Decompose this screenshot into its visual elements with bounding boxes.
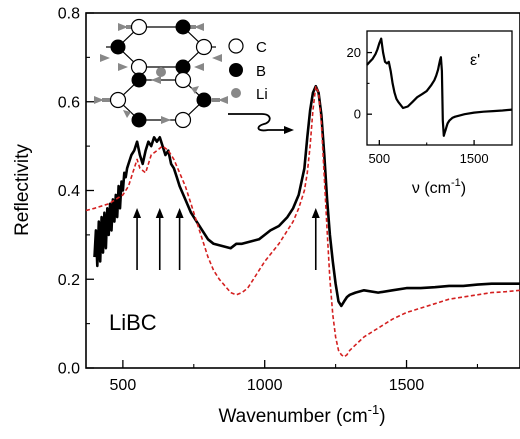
displacement-arrow-shaft (190, 25, 196, 29)
carbon-atom (176, 113, 191, 128)
legend-boron-label: B (256, 63, 266, 80)
boron-atom (197, 93, 212, 108)
y-tick-label: 0.8 (58, 6, 80, 23)
upper-hexagon-layer (100, 20, 222, 75)
phonon-arrow-head (156, 208, 164, 218)
inset-x-axis-label: ν (cm-1) (412, 177, 466, 197)
legend-carbon-symbol (229, 39, 243, 53)
displacement-arrow (212, 54, 222, 62)
sample-label: LiBC (109, 310, 157, 335)
phonon-arrows (133, 208, 320, 270)
wavy-pointer-arrow (228, 114, 294, 134)
x-tick-label: 1000 (247, 377, 283, 394)
y-tick-label: 0.4 (58, 183, 80, 200)
displacement-arrow (118, 63, 128, 71)
lower-hexagon-layer (94, 73, 228, 128)
displacement-arrow-shaft (102, 98, 110, 102)
wavy-pointer-path (228, 114, 286, 130)
inset-plot-frame (367, 31, 512, 145)
x-tick-label: 1500 (389, 377, 425, 394)
displacement-arrow (161, 116, 171, 124)
phonon-arrow-head (312, 208, 320, 218)
boron-atom (132, 73, 147, 88)
boron-atom (176, 20, 191, 35)
carbon-atom (176, 73, 191, 88)
y-tick-label: 0.0 (58, 361, 80, 378)
displacement-arrow (194, 63, 204, 71)
legend-lithium-symbol (231, 88, 241, 98)
y-tick-label: 0 (354, 107, 361, 122)
legend-boron-symbol (229, 63, 243, 77)
crystal-structure-schematic (94, 20, 228, 128)
displacement-arrow (191, 86, 199, 94)
carbon-atom (132, 60, 147, 75)
boron-atom (111, 40, 126, 55)
legend-carbon-label: C (256, 39, 267, 56)
displacement-arrow (100, 54, 110, 62)
y-tick-label: 0.6 (58, 94, 80, 111)
x-axis-label: Wavenumber (cm-1) (218, 402, 385, 427)
lithium-atom (156, 67, 166, 77)
carbon-atom (111, 93, 126, 108)
phonon-arrow-head (133, 208, 141, 218)
displacement-arrow-shaft (212, 98, 220, 102)
y-axis-label: Reflectivity (12, 144, 33, 236)
y-tick-label: 0.2 (58, 272, 80, 289)
wavy-pointer-head (284, 126, 294, 134)
lower-hexagon-ring (118, 80, 204, 120)
upper-hexagon-ring (118, 27, 204, 67)
x-tick-label: 500 (368, 151, 390, 166)
y-tick-label: 20 (347, 45, 361, 60)
inset-title: ε' (470, 52, 480, 69)
phonon-arrow-head (176, 208, 184, 218)
legend: C B Li (229, 39, 268, 103)
legend-lithium-label: Li (256, 86, 268, 103)
displacement-arrow (151, 76, 161, 84)
x-tick-label: 1500 (460, 151, 489, 166)
x-tick-label: 500 (110, 377, 137, 394)
carbon-atom (132, 20, 147, 35)
boron-atom (132, 113, 147, 128)
carbon-atom (197, 40, 212, 55)
